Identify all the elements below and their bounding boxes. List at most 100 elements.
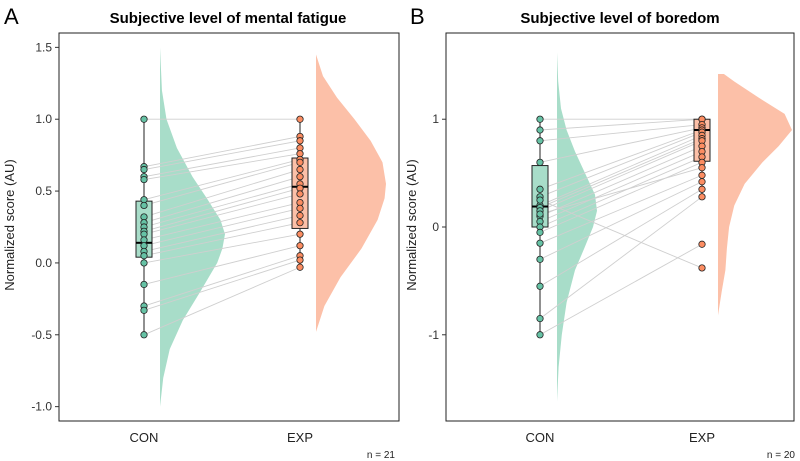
paired-line <box>143 207 301 247</box>
paired-line <box>143 259 301 311</box>
paired-line <box>143 140 301 170</box>
paired-line <box>539 145 703 217</box>
panel-b-xtick-con: CON <box>526 430 555 445</box>
paired-line <box>143 215 301 252</box>
panel-b-n-label: n = 20 <box>767 450 796 461</box>
data-point-con <box>140 280 148 289</box>
paired-line <box>539 127 703 163</box>
panel-a-n-label: n = 21 <box>367 450 396 461</box>
paired-line <box>143 176 301 224</box>
data-point-con <box>140 201 148 210</box>
paired-line <box>539 129 703 190</box>
panel-a-title: Subjective level of mental fatigue <box>110 10 347 27</box>
data-point-con <box>536 158 544 166</box>
paired-line <box>143 202 301 241</box>
data-point-exp <box>296 219 304 227</box>
panel-a-label: A <box>4 4 19 29</box>
data-point-exp <box>296 242 304 250</box>
ytick-label: -0.5 <box>31 328 52 342</box>
paired-line <box>143 233 301 264</box>
panel-b-label: B <box>410 4 425 29</box>
data-point-exp <box>296 204 304 212</box>
ytick-label: 1.5 <box>35 40 52 54</box>
data-point-exp <box>698 193 706 201</box>
paired-line <box>143 222 301 257</box>
paired-line <box>143 255 301 307</box>
data-point-con <box>536 331 544 339</box>
paired-line <box>539 134 703 206</box>
paired-line <box>143 245 301 285</box>
ytick-label: -1.0 <box>31 400 52 414</box>
data-point-con <box>536 228 544 236</box>
paired-line <box>539 124 703 142</box>
data-point-exp <box>296 230 304 238</box>
data-point-exp <box>296 158 304 166</box>
data-point-con <box>536 210 544 218</box>
data-point-exp <box>296 263 304 271</box>
data-point-exp <box>698 164 706 172</box>
data-point-exp <box>698 178 706 186</box>
paired-line <box>143 193 301 235</box>
panel-b-ylabel: Normalized score (AU) <box>404 159 419 290</box>
paired-line <box>539 174 703 244</box>
data-point-exp <box>698 185 706 193</box>
density-cloud-exp <box>718 73 792 316</box>
paired-line <box>539 161 703 233</box>
paired-line <box>143 183 301 228</box>
panel-a-xtick-exp: EXP <box>287 430 313 445</box>
data-point-exp <box>296 173 304 181</box>
panel-a-xtick-con: CON <box>130 430 159 445</box>
paired-line <box>539 138 703 209</box>
data-point-exp <box>698 264 706 272</box>
data-point-con <box>140 259 148 267</box>
data-point-exp <box>296 190 304 198</box>
ytick-label: 0 <box>432 220 439 234</box>
data-point-con <box>536 239 544 247</box>
ytick-label: 1 <box>432 112 439 126</box>
density-cloud-exp <box>316 54 386 332</box>
panel-b-title: Subjective level of boredom <box>520 10 719 27</box>
paired-line <box>143 159 301 201</box>
data-point-con <box>140 252 148 260</box>
data-point-con <box>140 306 148 314</box>
paired-line <box>539 243 703 336</box>
data-point-con <box>140 165 148 174</box>
data-point-con <box>536 126 544 134</box>
data-point-con <box>536 185 544 193</box>
paired-line <box>539 188 703 287</box>
data-point-exp <box>698 240 706 248</box>
panel-b: B Subjective level of boredom Normalized… <box>404 4 795 461</box>
paired-line <box>143 153 301 181</box>
paired-line <box>539 181 703 260</box>
paired-line <box>143 161 301 206</box>
paired-line <box>143 147 301 178</box>
ytick-label: 0.0 <box>35 256 52 270</box>
data-point-con <box>536 255 544 263</box>
density-cloud-con <box>160 47 225 407</box>
data-point-con <box>536 196 544 204</box>
panel-b-xtick-exp: EXP <box>689 430 715 445</box>
panel-a-plot: -1.0 -0.5 0.0 0.5 1.0 1.5 <box>31 40 386 414</box>
data-point-con <box>140 175 148 184</box>
data-point-con <box>536 282 544 290</box>
data-point-exp <box>296 165 304 174</box>
panel-a-frame <box>58 32 400 422</box>
paired-line <box>539 151 703 223</box>
paired-line <box>539 167 703 215</box>
paired-line <box>539 156 703 228</box>
paired-line <box>143 266 301 336</box>
data-point-con <box>140 331 148 339</box>
data-point-exp <box>296 211 304 220</box>
paired-line <box>143 187 301 232</box>
data-point-con <box>536 137 544 145</box>
panel-b-plot: -1 0 1 <box>428 52 792 402</box>
panel-a: A Subjective level of mental fatigue Nor… <box>2 4 400 461</box>
paired-line <box>539 199 703 269</box>
ytick-label: -1 <box>428 328 439 342</box>
data-point-exp <box>296 115 304 123</box>
paired-line <box>539 140 703 212</box>
data-point-con <box>536 115 544 123</box>
ytick-label: 0.5 <box>35 184 52 198</box>
paired-line <box>539 118 703 131</box>
